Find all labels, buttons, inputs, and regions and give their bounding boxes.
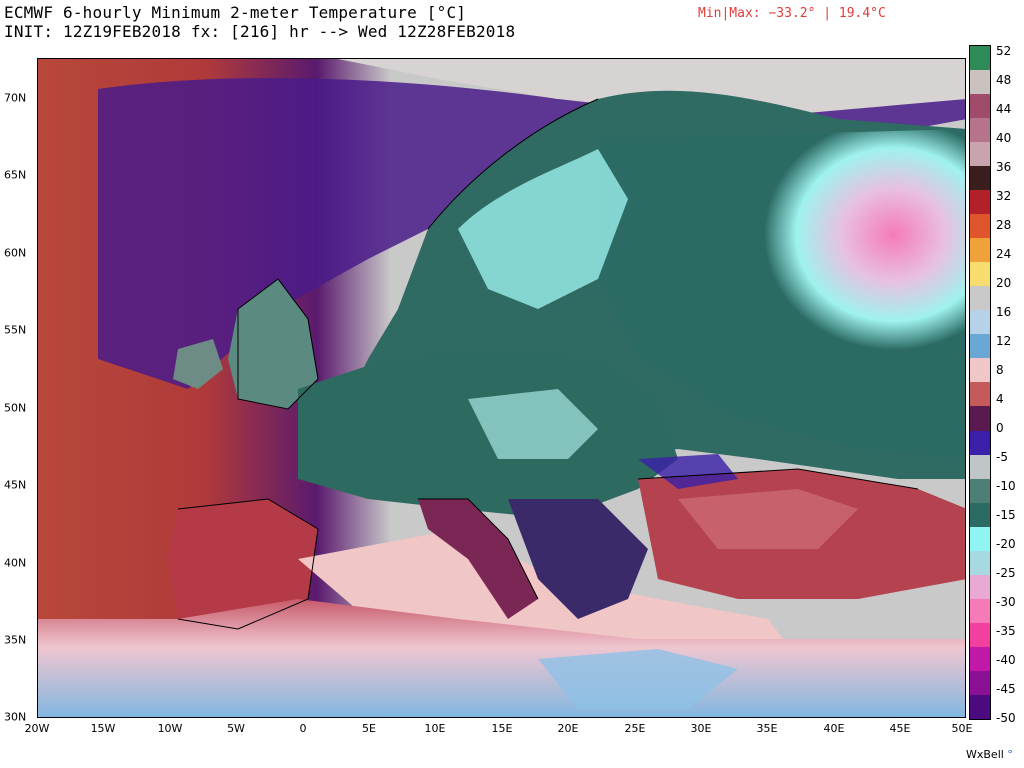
colorbar-label: 52 [996,44,1012,58]
init-forecast-line: INIT: 12Z19FEB2018 fx: [216] hr --> Wed … [4,22,516,41]
colorbar-segment [970,382,990,407]
lon-label: 45E [889,722,911,735]
colorbar-segment [970,550,990,575]
colorbar-label: -5 [996,450,1008,464]
colorbar-label: 48 [996,73,1012,87]
lon-label: 15E [491,722,513,735]
colorbar-segment [970,214,990,239]
lat-label: 60N [4,246,27,260]
lon-label: 5W [227,722,245,735]
temperature-colorbar [969,45,991,720]
colorbar-label: 12 [996,334,1012,348]
colorbar-label: -15 [996,508,1016,522]
lat-label: 40N [4,556,27,570]
colorbar-segment [970,310,990,335]
lon-label: 30E [690,722,712,735]
lon-label: 20E [557,722,579,735]
colorbar-label: 0 [996,421,1004,435]
colorbar-label: -20 [996,537,1016,551]
lat-label: 30N [4,710,27,724]
colorbar-segment [970,670,990,695]
lat-label: 65N [4,168,27,182]
lat-label: 55N [4,323,27,337]
colorbar-label: 8 [996,363,1004,377]
colorbar-segment [970,358,990,383]
brand-dot-icon: ° [1007,748,1013,761]
lon-label: 5E [362,722,376,735]
colorbar-label: 28 [996,218,1012,232]
colorbar-label: 40 [996,131,1012,145]
colorbar-segment [970,118,990,143]
temperature-map [37,58,966,718]
colorbar-segment [970,574,990,599]
map-canvas [38,59,965,717]
colorbar-label: -45 [996,682,1016,696]
lon-label: 10E [424,722,446,735]
colorbar-segment [970,478,990,503]
colorbar-segment [970,502,990,527]
colorbar-segment [970,430,990,455]
colorbar-label: 4 [996,392,1004,406]
colorbar-label: 36 [996,160,1012,174]
colorbar-segment [970,238,990,263]
colorbar-label: 44 [996,102,1012,116]
lon-label: 10W [157,722,183,735]
colorbar-label: 24 [996,247,1012,261]
colorbar-segment [970,94,990,119]
colorbar-label: -50 [996,711,1016,725]
lon-label: 50E [951,722,973,735]
lon-label: 15W [90,722,116,735]
colorbar-label: -35 [996,624,1016,638]
colorbar-segment [970,334,990,359]
min-max-readout: Min|Max: −33.2° | 19.4°C [698,6,886,21]
colorbar-label: -30 [996,595,1016,609]
lon-label: 40E [823,722,845,735]
colorbar-label: -25 [996,566,1016,580]
colorbar-segment [970,70,990,95]
colorbar-segment [970,526,990,551]
colorbar-segment [970,286,990,311]
colorbar-label: -40 [996,653,1016,667]
lat-label: 45N [4,478,27,492]
colorbar-segment [970,190,990,215]
lon-label: 20W [24,722,50,735]
wxbell-logo: WxBell ° [966,748,1013,761]
colorbar-segment [970,142,990,167]
colorbar-segment [970,694,990,719]
map-title: ECMWF 6-hourly Minimum 2-meter Temperatu… [4,3,467,22]
lon-label: 0 [299,722,307,735]
colorbar-segment [970,646,990,671]
lon-label: 25E [624,722,646,735]
brand-name: WxBell [966,748,1004,761]
colorbar-segment [970,622,990,647]
lon-label: 35E [756,722,778,735]
lat-label: 50N [4,401,27,415]
colorbar-segment [970,262,990,287]
colorbar-label: 32 [996,189,1012,203]
colorbar-label: -10 [996,479,1016,493]
colorbar-label: 16 [996,305,1012,319]
lat-label: 35N [4,633,27,647]
lat-label: 70N [4,91,27,105]
colorbar-segment [970,406,990,431]
colorbar-segment [970,166,990,191]
colorbar-segment [970,46,990,71]
colorbar-segment [970,598,990,623]
colorbar-label: 20 [996,276,1012,290]
colorbar-segment [970,454,990,479]
